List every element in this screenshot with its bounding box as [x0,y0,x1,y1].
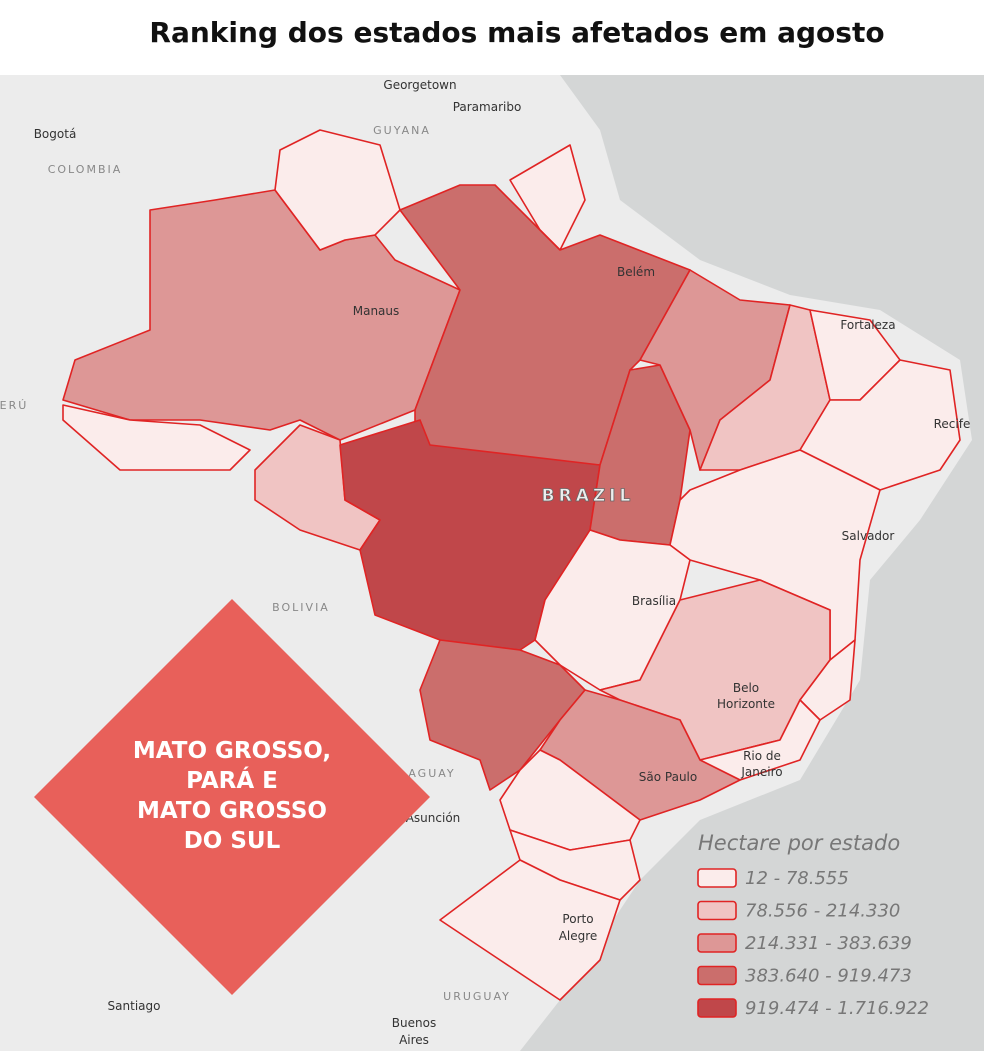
place-label: Recife [934,417,971,431]
place-label: São Paulo [639,770,697,784]
title: Ranking dos estados mais afetados em ago… [149,16,884,49]
state-amapa [509,144,586,251]
place-label: Fortaleza [840,318,895,332]
legend-swatch [697,933,737,953]
callout-text: MATO GROSSO [137,798,327,824]
state-acre [62,404,251,471]
place-label: Belém [617,265,655,279]
callout-diamond [34,599,430,995]
place-label: Brasília [632,594,676,608]
place-label: Paramaribo [453,100,522,114]
country-label: BOLIVIA [272,601,330,614]
legend-label: 12 - 78.555 [745,868,849,889]
callout-text: DO SUL [184,828,281,854]
state-mato-grosso [339,419,601,651]
country-label: ERÚ [0,399,28,412]
callout-text: MATO GROSSO, [133,738,331,764]
country-label: COLOMBIA [48,163,123,176]
legend-swatch [697,868,737,888]
country-label: BRAZIL [542,486,635,506]
place-label: Georgetown [383,78,456,92]
place-label: Aires [399,1033,429,1047]
country-label: AGUAY [408,767,455,780]
legend-label: 383.640 - 919.473 [745,966,912,987]
place-label: Salvador [842,529,895,543]
state-parana [499,749,641,851]
place-label: Asunción [406,811,461,825]
place-label: Manaus [353,304,400,318]
state-roraima [274,129,401,251]
state-amazonas [62,189,461,441]
legend-swatch [697,998,737,1018]
legend-label: 214.331 - 383.639 [745,933,912,954]
place-label: Santiago [108,999,161,1013]
place-label: Belo [733,681,759,695]
state-espirito-santo [799,639,856,721]
country-label: URUGUAY [443,990,511,1003]
legend-title: Hectare por estado [698,831,900,855]
legend-swatch [697,900,737,921]
callout-text: PARÁ E [186,766,278,794]
place-label: Janeiro [740,765,782,779]
place-label: Porto [562,912,593,926]
state-sao-paulo [539,689,741,821]
country-label: GUYANA [373,124,431,137]
legend-label: 78.556 - 214.330 [745,901,900,922]
place-label: Bogotá [34,127,77,141]
legend-swatch [697,965,737,986]
place-label: Alegre [559,929,598,943]
state-rio-grande-sul [439,859,621,1001]
place-label: Horizonte [717,697,775,711]
legend: 12 - 78.555 78.556 - 214.330 214.331 - 383… [697,868,929,1019]
place-label: Rio de [743,749,781,763]
place-label: Buenos [392,1016,436,1030]
legend-label: 919.474 - 1.716.922 [745,998,929,1019]
